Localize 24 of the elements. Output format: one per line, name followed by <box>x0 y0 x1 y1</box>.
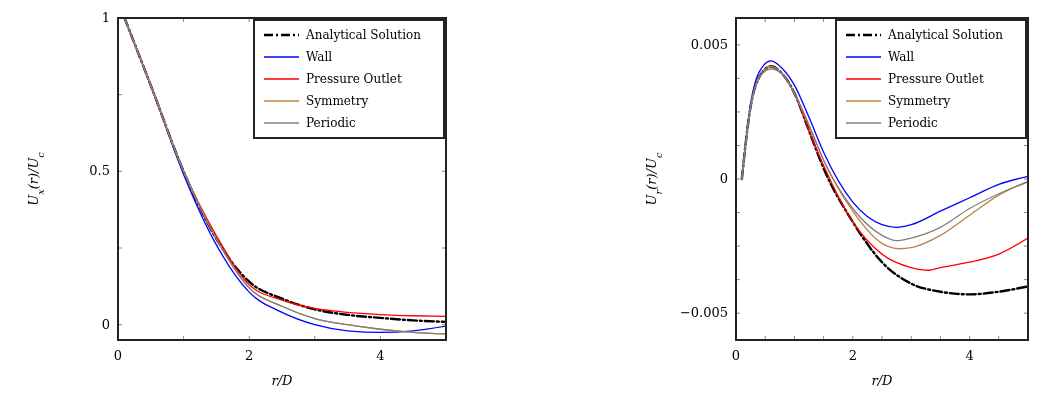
legend-label: Periodic <box>306 116 356 130</box>
y-tick-label: 0.5 <box>89 163 110 179</box>
x-tick-label: 4 <box>965 348 974 363</box>
legend-label: Symmetry <box>888 94 951 108</box>
x-tick-label: 0 <box>731 348 741 363</box>
legend-label: Wall <box>306 50 333 64</box>
legend-label: Periodic <box>888 116 938 130</box>
y-tick-label: 0.005 <box>690 36 728 52</box>
y-tick-label: −0.005 <box>679 305 728 321</box>
legend-label: Analytical Solution <box>887 28 1004 42</box>
x-tick-label: 2 <box>245 348 254 363</box>
x-axis-title: r/D <box>271 373 294 388</box>
x-tick-label: 4 <box>376 348 385 363</box>
y-tick-label: 1 <box>101 10 110 25</box>
legend-label: Analytical Solution <box>305 28 422 42</box>
y-tick-label: 0 <box>719 171 728 186</box>
legend-label: Wall <box>888 50 915 64</box>
legend-label: Symmetry <box>306 94 369 108</box>
x-tick-label: 0 <box>113 348 123 363</box>
x-axis-title: r/D <box>871 373 894 388</box>
y-tick-label: 0 <box>101 316 110 332</box>
legend-label: Pressure Outlet <box>888 72 984 86</box>
x-tick-label: 2 <box>848 348 857 363</box>
legend-label: Pressure Outlet <box>306 72 402 86</box>
